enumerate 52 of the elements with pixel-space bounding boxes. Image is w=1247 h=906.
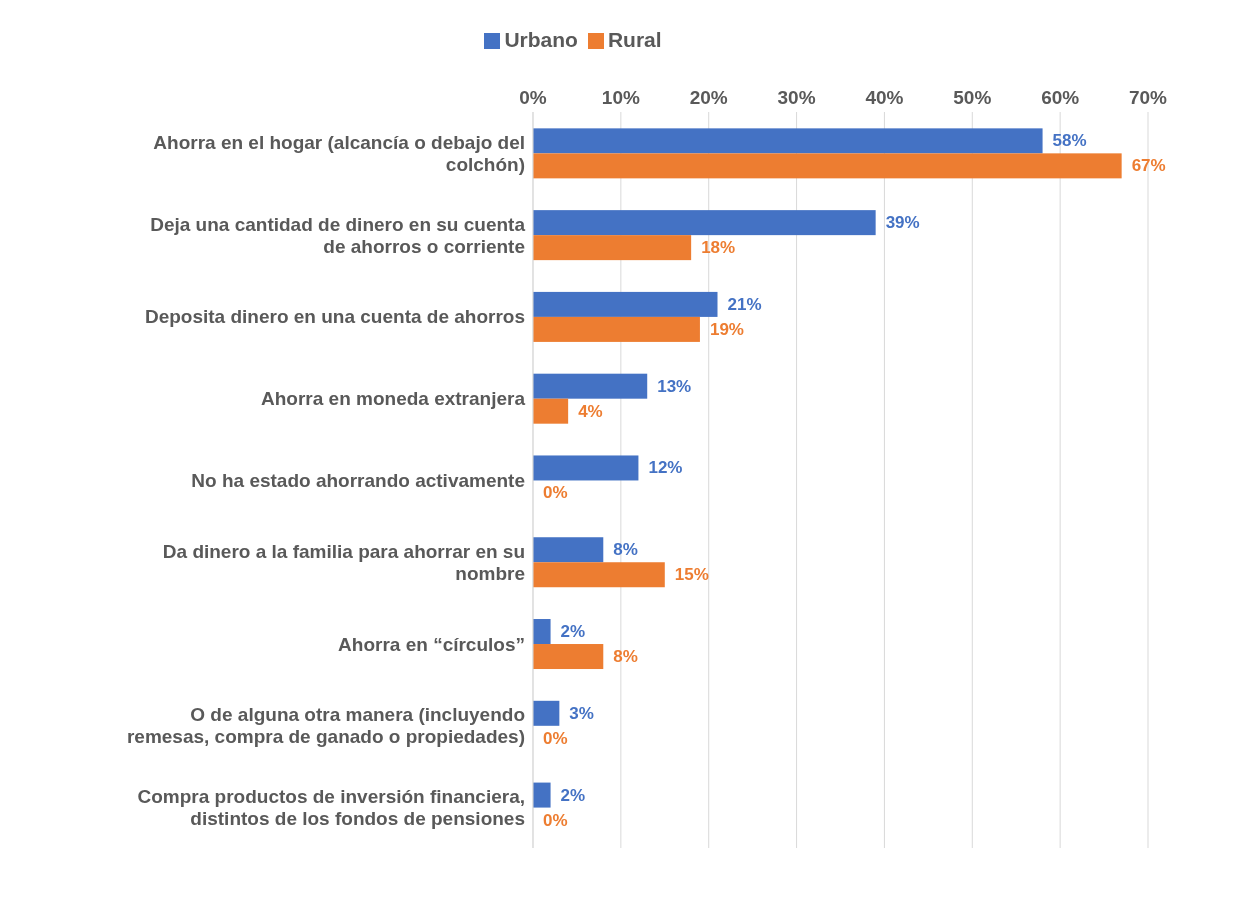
- x-tick-label: 10%: [601, 87, 640, 108]
- data-label: 18%: [701, 238, 736, 258]
- bar: [533, 291, 718, 317]
- bar: [533, 619, 551, 645]
- x-tick-label: 0%: [519, 87, 547, 108]
- y-tick-label: Ahorra en el hogar (alcancía o debajo del colchón): [153, 131, 525, 175]
- legend-label: Urbano: [504, 28, 578, 51]
- legend-label: Rural: [607, 28, 662, 51]
- data-label: 13%: [657, 376, 692, 396]
- x-tick-label: 20%: [689, 87, 728, 108]
- bar: [533, 782, 551, 808]
- y-tick-label: O de alguna otra manera (incluyendo remesas, compra de ganado o propiedades): [126, 703, 525, 747]
- bar: [533, 398, 569, 424]
- data-label: 19%: [709, 319, 744, 339]
- y-tick-label: No ha estado ahorrando activamente: [191, 469, 525, 491]
- data-label: 2%: [560, 622, 586, 642]
- y-tick-label: Compra productos de inversión financiera, distintos de los fondos de pensiones: [137, 785, 525, 829]
- data-label: 58%: [1052, 131, 1087, 151]
- y-tick-label: Da dinero a la familia para ahorrar en su nombre: [162, 540, 525, 584]
- y-tick-label: Ahorra en moneda extranjera: [261, 387, 526, 409]
- data-label: 8%: [613, 540, 638, 560]
- data-label: 15%: [674, 565, 709, 585]
- data-label: 39%: [885, 213, 920, 233]
- data-label: 21%: [727, 294, 762, 314]
- x-tick-label: 60%: [1041, 87, 1080, 108]
- bar: [533, 153, 1122, 179]
- bar: [533, 235, 692, 261]
- bar: [533, 373, 648, 399]
- data-label: 4%: [578, 401, 603, 421]
- x-tick-label: 70%: [1128, 87, 1168, 108]
- y-tick-label: Deposita dinero en una cuenta de ahorros: [144, 305, 525, 327]
- bar: [533, 210, 876, 236]
- data-label: 2%: [560, 785, 586, 805]
- y-tick-label: Ahorra en “círculos”: [338, 633, 525, 655]
- bar: [533, 316, 700, 342]
- bar: [533, 128, 1043, 154]
- data-label: 8%: [613, 647, 638, 667]
- bar: [533, 644, 604, 670]
- bar: [533, 700, 560, 726]
- y-tick-label: Deja una cantidad de dinero en su cuenta de ahorros o corriente: [150, 213, 526, 257]
- bar: [533, 455, 639, 481]
- x-tick-label: 30%: [777, 87, 816, 108]
- bar: [533, 537, 604, 563]
- data-label: 0%: [543, 728, 568, 748]
- data-label: 0%: [543, 483, 568, 503]
- data-label: 3%: [569, 703, 594, 723]
- data-label: 0%: [543, 810, 568, 830]
- x-tick-label: 50%: [953, 87, 992, 108]
- data-label: 12%: [648, 458, 683, 478]
- x-tick-label: 40%: [865, 87, 904, 108]
- bar: [533, 562, 665, 588]
- data-label: 67%: [1131, 156, 1166, 176]
